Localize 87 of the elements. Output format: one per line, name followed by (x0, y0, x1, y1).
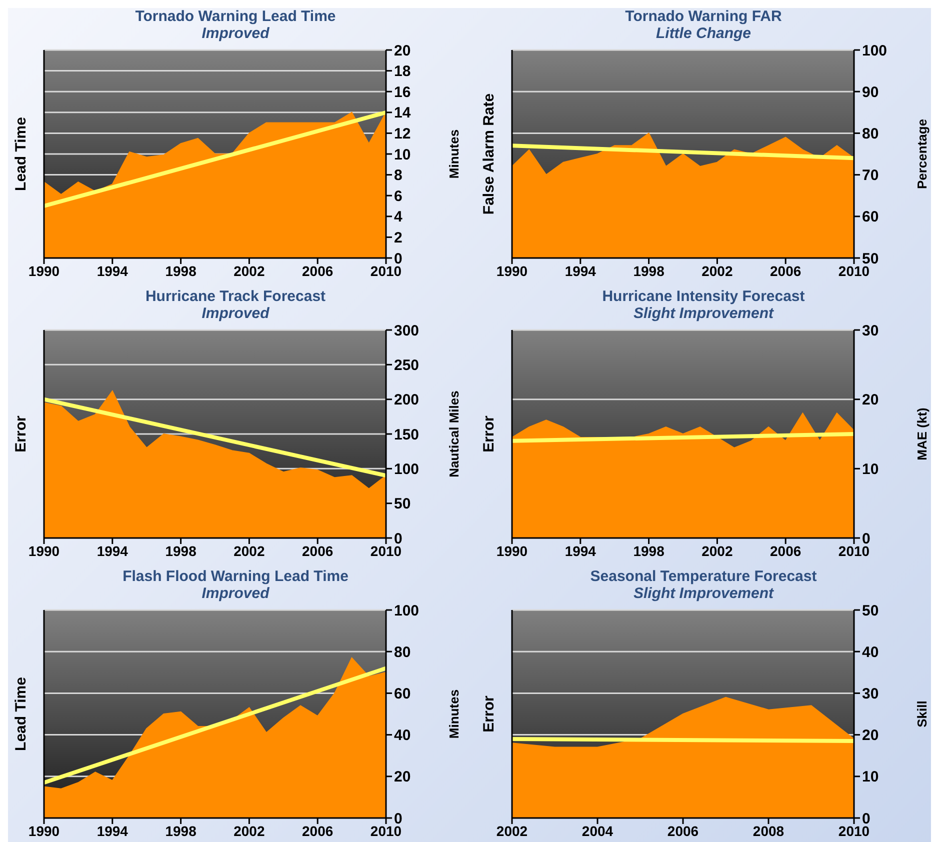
y2-tick-label: 300 (394, 322, 420, 340)
x-tick-label: 1994 (96, 542, 128, 559)
chart-subtitle: Improved (200, 585, 270, 602)
y-axis-title: Error (12, 416, 30, 452)
x-tick-label: 1998 (633, 542, 665, 559)
y2-tick-label: 250 (394, 356, 420, 374)
chart-subtitle: Improved (200, 305, 270, 322)
y2-tick-label: 8 (394, 167, 402, 184)
chart-title: Flash Flood Warning Lead Time (122, 568, 350, 585)
y2-tick-label: 2 (394, 230, 402, 247)
y2-tick-label: 20 (862, 392, 879, 409)
y2-tick-label: 4 (394, 208, 403, 226)
y2-tick-label: 10 (862, 768, 879, 786)
x-tick-label: 1994 (96, 262, 128, 279)
y-axis-title: False Alarm Rate (480, 93, 498, 215)
x-tick-label: 2008 (752, 822, 784, 839)
chart-subtitle: Little Change (654, 25, 752, 42)
y2-tick-label: 10 (394, 146, 411, 164)
x-tick-label: 1990 (28, 262, 60, 279)
y2-axis-title: Percentage (914, 118, 930, 190)
x-tick-label: 2006 (770, 262, 802, 279)
y2-tick-label: 50 (862, 602, 879, 620)
x-tick-label: 2006 (667, 822, 699, 839)
y2-tick-label: 100 (862, 42, 888, 60)
x-tick-label: 2002 (234, 262, 265, 279)
y2-tick-label: 10 (862, 460, 879, 478)
x-tick-label: 2004 (582, 822, 614, 839)
x-tick-label: 1994 (564, 262, 596, 279)
y2-tick-label: 18 (394, 63, 411, 80)
y2-tick-label: 12 (394, 126, 411, 143)
x-tick-label: 1998 (633, 262, 665, 279)
chart-subtitle: Improved (200, 25, 270, 42)
x-tick-label: 2002 (702, 262, 733, 279)
y2-tick-label: 70 (862, 167, 879, 184)
y-axis-title: Error (480, 696, 498, 732)
y2-tick-label: 20 (862, 727, 879, 744)
x-tick-label: 1990 (28, 542, 60, 559)
y2-tick-label: 16 (394, 84, 411, 101)
y2-tick-label: 6 (394, 188, 402, 205)
x-tick-label: 2002 (496, 822, 528, 839)
y2-axis-title: Skill (914, 700, 930, 728)
chart-title: Tornado Warning FAR (624, 8, 783, 25)
x-tick-label: 1994 (96, 822, 128, 839)
y2-tick-label: 100 (394, 460, 420, 478)
y2-tick-label: 20 (394, 42, 411, 60)
y2-tick-label: 14 (394, 104, 412, 122)
x-tick-label: 1998 (165, 542, 197, 559)
y2-tick-label: 200 (394, 392, 420, 409)
y2-axis-title: Nautical Miles (446, 390, 462, 478)
y2-tick-label: 90 (862, 84, 879, 101)
y2-tick-label: 30 (862, 322, 879, 340)
y2-tick-label: 60 (862, 208, 879, 226)
x-tick-label: 2002 (234, 542, 265, 559)
x-tick-label: 1990 (28, 822, 60, 839)
chart-subtitle: Slight Improvement (632, 305, 775, 322)
y2-tick-label: 60 (394, 686, 411, 703)
y-axis-title: Error (480, 416, 498, 452)
y2-tick-label: 20 (394, 768, 411, 786)
y2-tick-label: 150 (394, 426, 420, 444)
chart-subtitle: Slight Improvement (632, 585, 775, 602)
chart-title: Hurricane Intensity Forecast (601, 288, 806, 305)
x-tick-label: 2006 (302, 262, 334, 279)
x-tick-label: 1994 (564, 542, 596, 559)
y2-tick-label: 40 (862, 644, 879, 661)
x-tick-label: 2002 (702, 542, 733, 559)
x-tick-label: 2002 (234, 822, 265, 839)
y2-tick-label: 50 (394, 496, 411, 513)
x-tick-label: 1998 (165, 262, 197, 279)
chart-title: Hurricane Track Forecast (144, 288, 327, 305)
y2-axis-title: Minutes (446, 129, 462, 179)
chart-title: Tornado Warning Lead Time (134, 8, 337, 25)
x-tick-label: 2006 (302, 822, 334, 839)
y2-tick-label: 80 (394, 644, 411, 661)
y2-tick-label: 40 (394, 727, 411, 744)
y2-tick-label: 100 (394, 602, 420, 620)
y2-tick-label: 80 (862, 126, 879, 143)
y2-axis-title: MAE (kt) (914, 408, 930, 460)
y2-tick-label: 30 (862, 686, 879, 703)
y-axis-title: Lead Time (12, 117, 30, 191)
x-tick-label: 1998 (165, 822, 197, 839)
x-tick-label: 1990 (496, 262, 528, 279)
x-tick-label: 2006 (770, 542, 802, 559)
chart-title: Seasonal Temperature Forecast (589, 568, 818, 585)
x-tick-label: 1990 (496, 542, 528, 559)
y2-axis-title: Minutes (446, 689, 462, 739)
y-axis-title: Lead Time (12, 677, 30, 751)
x-tick-label: 2006 (302, 542, 334, 559)
